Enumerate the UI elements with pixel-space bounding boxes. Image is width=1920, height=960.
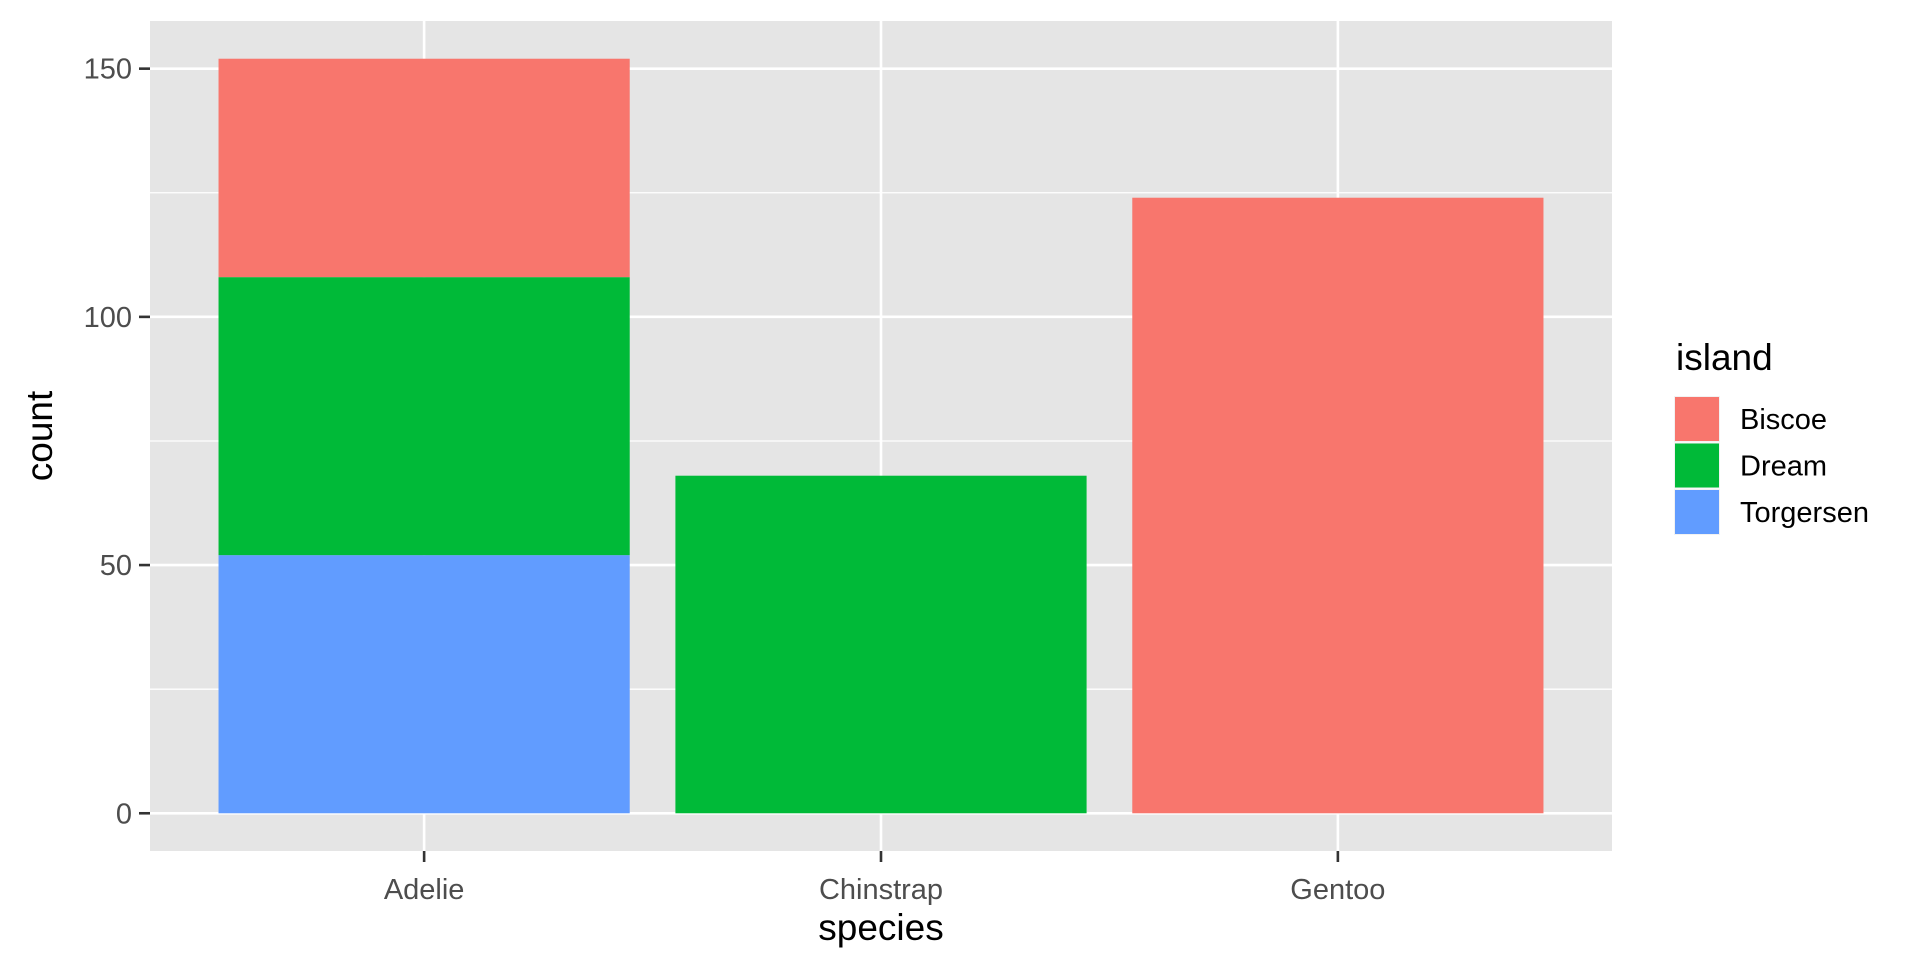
bars [218, 58, 1544, 814]
bar-adelie-dream [218, 277, 630, 556]
x-axis: Adelie Chinstrap Gentoo [384, 851, 1385, 906]
y-tick-label: 100 [84, 302, 132, 334]
legend-swatch-biscoe [1675, 397, 1719, 441]
legend-label-dream: Dream [1740, 451, 1827, 483]
y-axis: 0 50 100 150 [84, 54, 150, 830]
x-axis-title: species [818, 907, 943, 948]
y-tick-label: 0 [116, 798, 132, 830]
bar-adelie-biscoe [218, 58, 630, 278]
bar-chinstrap-dream [675, 475, 1087, 814]
y-axis-title: count [19, 390, 60, 481]
bar-adelie-torgersen [218, 555, 630, 814]
legend: island Biscoe Dream Torgersen [1674, 337, 1869, 535]
y-tick-label: 150 [84, 54, 132, 86]
y-tick-label: 50 [100, 550, 132, 582]
legend-title: island [1676, 337, 1773, 378]
legend-swatch-dream [1675, 443, 1719, 488]
x-tick-label: Adelie [384, 874, 465, 906]
legend-swatch-torgersen [1675, 490, 1719, 534]
legend-label-biscoe: Biscoe [1740, 404, 1827, 436]
legend-label-torgersen: Torgersen [1740, 497, 1869, 529]
x-tick-label: Gentoo [1290, 874, 1385, 906]
x-tick-label: Chinstrap [819, 874, 943, 906]
bar-gentoo-biscoe [1132, 197, 1544, 814]
